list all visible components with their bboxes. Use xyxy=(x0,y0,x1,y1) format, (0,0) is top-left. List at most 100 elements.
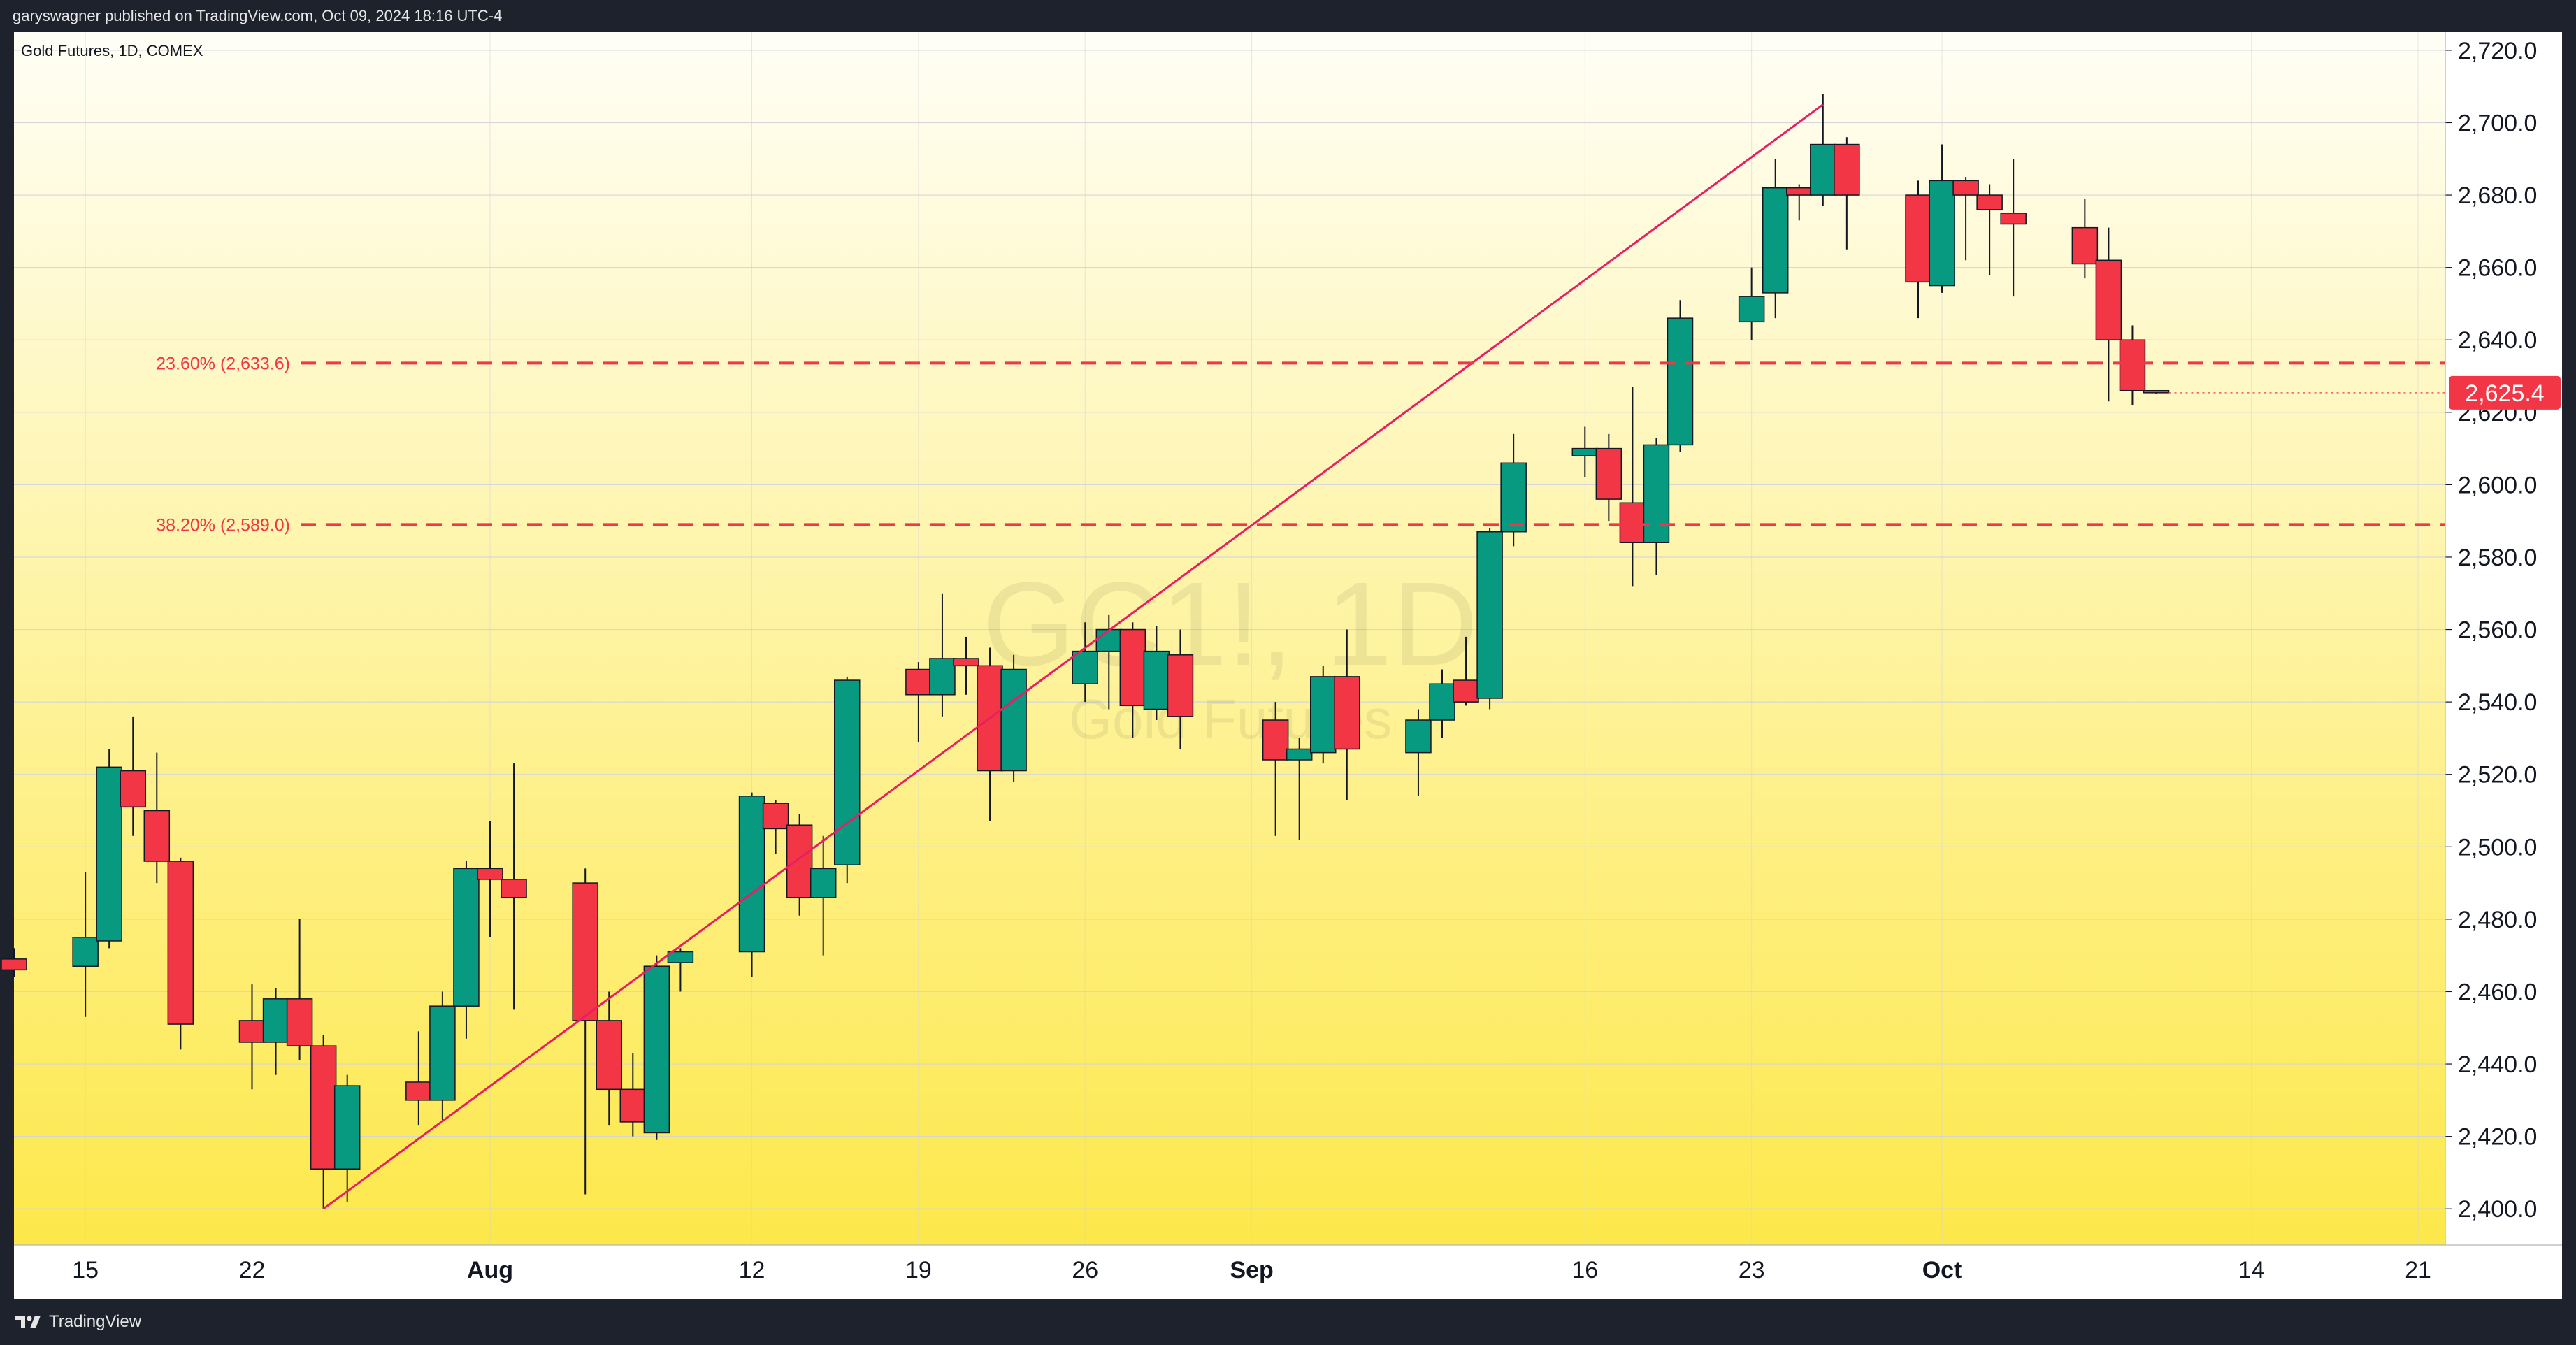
candle-body xyxy=(596,1020,622,1091)
candle xyxy=(738,792,765,977)
candle xyxy=(1834,137,1860,250)
candle xyxy=(1334,629,1360,800)
candle xyxy=(1810,94,1836,206)
trendline xyxy=(322,103,1824,1210)
candle-body xyxy=(810,868,837,898)
time-tick-label: Aug xyxy=(467,1257,513,1283)
publish-header-bar: garyswagner published on TradingView.com… xyxy=(0,0,2576,32)
candle-body xyxy=(1000,668,1027,772)
time-tick-label: 16 xyxy=(1571,1257,1598,1283)
price-axis[interactable]: 2,400.0 2,420.0 2,440.0 2,460.0 2,480.0 2,500… xyxy=(2445,32,2561,1245)
candle xyxy=(1072,622,1098,703)
candle-body xyxy=(1952,180,1979,196)
candle-body xyxy=(1095,628,1123,652)
price-tick-label: 2,500.0 xyxy=(2458,834,2537,861)
candle-body xyxy=(72,937,99,967)
candle-body xyxy=(1500,462,1527,533)
time-axis[interactable]: 15 22 Aug 12 19 26 Sep 16 23 Oct 14 21 xyxy=(14,1244,2562,1283)
candle xyxy=(1595,433,1622,522)
time-tick-label: 22 xyxy=(239,1257,266,1283)
candle-body xyxy=(333,1085,361,1170)
price-tick-label: 2,640.0 xyxy=(2458,327,2537,354)
candle-body xyxy=(1143,650,1170,710)
price-tick-label: 2,540.0 xyxy=(2458,689,2537,716)
candle xyxy=(2143,389,2170,394)
candle xyxy=(72,872,99,1017)
symbol-legend: Gold Futures, 1D, COMEX xyxy=(21,42,203,59)
candle-body xyxy=(619,1088,647,1123)
candle xyxy=(786,814,813,916)
price-tick-label: 2,420.0 xyxy=(2458,1124,2537,1151)
candle-body xyxy=(143,810,171,862)
candle xyxy=(501,763,527,1010)
candle-body xyxy=(1334,676,1360,750)
time-tick-label: 23 xyxy=(1739,1257,1765,1283)
candle-body xyxy=(501,879,527,898)
candle xyxy=(953,636,979,695)
candle-body xyxy=(2143,389,2170,394)
price-tick-label: 2,660.0 xyxy=(2458,255,2537,282)
price-axis-background[interactable] xyxy=(2445,32,2562,1245)
candle xyxy=(2095,227,2122,402)
candle xyxy=(596,991,622,1126)
candle-body xyxy=(477,868,503,880)
candle xyxy=(286,919,313,1060)
candle-body xyxy=(1119,628,1146,707)
fib-level-label: 23.60% (2,633.6) xyxy=(156,354,290,373)
candle xyxy=(1405,709,1432,796)
candle-body xyxy=(1738,296,1765,323)
candle-body xyxy=(643,965,670,1134)
time-tick-label: 12 xyxy=(739,1257,765,1283)
candle-body xyxy=(453,868,480,1007)
candle xyxy=(1143,626,1170,721)
candle-body xyxy=(1262,719,1289,761)
candle-body xyxy=(1834,143,1860,196)
time-tick-label: Oct xyxy=(1922,1257,1962,1283)
candle-body xyxy=(667,951,694,963)
fib-level-label: 38.20% (2,589.0) xyxy=(156,515,290,535)
last-price-badge xyxy=(2449,375,2561,410)
candle-body xyxy=(1429,683,1455,721)
candle-body xyxy=(834,679,861,865)
candle xyxy=(1000,654,1027,782)
tradingview-footer: TradingView xyxy=(0,1299,2576,1345)
candle xyxy=(1500,433,1527,547)
price-tick-label: 2,600.0 xyxy=(2458,472,2537,498)
tradingview-logo-text: TradingView xyxy=(49,1312,142,1331)
candle-body xyxy=(1072,650,1098,684)
grid-lines xyxy=(14,32,2445,1245)
tradingview-logo[interactable]: TradingView xyxy=(14,1311,141,1332)
candle xyxy=(310,1035,337,1209)
candle-body xyxy=(1619,502,1646,544)
candle xyxy=(1262,702,1289,836)
candle-body xyxy=(2119,339,2146,391)
tradingview-logo-icon xyxy=(15,1316,41,1328)
candle-body xyxy=(120,770,146,808)
candle-body xyxy=(1976,194,2003,210)
candle-body xyxy=(1405,719,1432,754)
candle xyxy=(333,1074,361,1202)
candle-body xyxy=(238,1020,266,1043)
candle xyxy=(1286,738,1313,840)
candle xyxy=(477,821,503,937)
candle-body xyxy=(1595,447,1622,500)
candle xyxy=(762,799,789,854)
candle-body xyxy=(1286,748,1313,761)
time-axis-background[interactable] xyxy=(14,1245,2562,1299)
candle xyxy=(262,988,289,1075)
candle xyxy=(1453,636,1479,706)
candle xyxy=(453,861,480,1039)
candle-body xyxy=(2095,259,2122,340)
candle xyxy=(429,991,456,1122)
time-tick-label: 21 xyxy=(2405,1257,2431,1283)
candle xyxy=(2000,159,2027,297)
candle xyxy=(929,593,956,717)
watermark-symbol: GC1!, 1D xyxy=(983,558,1478,691)
published-info-text: garyswagner published on TradingView.com… xyxy=(13,7,503,24)
candle-body xyxy=(96,766,122,942)
candle xyxy=(2119,325,2146,405)
time-tick-label: 19 xyxy=(905,1257,932,1283)
price-tick-label: 2,560.0 xyxy=(2458,617,2537,644)
candles-layer xyxy=(1,94,2170,1209)
